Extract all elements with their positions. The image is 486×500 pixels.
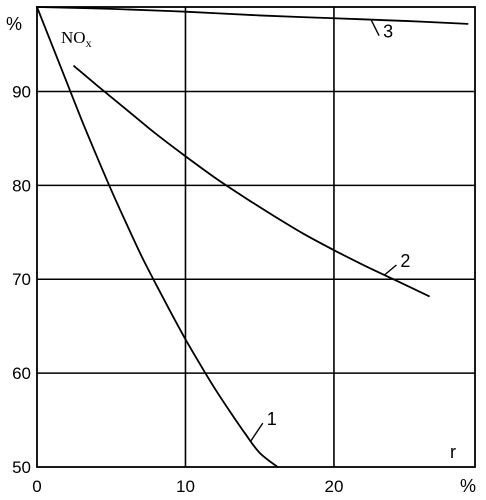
- nox-annotation: NOx: [61, 28, 92, 50]
- plot-frame: [36, 6, 476, 468]
- y-tick-label: 90: [12, 82, 31, 101]
- series-3-label: 3: [383, 22, 393, 42]
- series-curves: 1 2 3: [36, 6, 469, 468]
- series-1-line: [36, 6, 279, 468]
- series-1-label: 1: [267, 409, 277, 429]
- y-axis-label: %: [6, 14, 22, 34]
- y-tick-label: 70: [12, 270, 31, 289]
- series-2-line: [73, 65, 430, 298]
- x-axis-label: r: [450, 442, 456, 462]
- x-tick-label: 0: [32, 477, 41, 496]
- grid: [37, 7, 475, 467]
- series-3-line: [36, 6, 469, 25]
- y-tick-label: 60: [12, 364, 31, 383]
- y-tick-label: 50: [12, 458, 31, 477]
- x-tick-label: 20: [324, 477, 343, 496]
- x-tick-label: 10: [176, 477, 195, 496]
- y-tick-label: 80: [12, 176, 31, 195]
- series-1-leader: [250, 422, 264, 442]
- x-axis-unit: %: [460, 476, 476, 496]
- series-2-leader: [383, 264, 397, 276]
- nox-main: NO: [61, 28, 86, 47]
- series-3-leader: [370, 19, 380, 36]
- nox-subscript: x: [86, 36, 92, 50]
- tick-labels: 50 60 70 80 90 0 10 20: [12, 82, 343, 496]
- series-2-label: 2: [400, 251, 410, 271]
